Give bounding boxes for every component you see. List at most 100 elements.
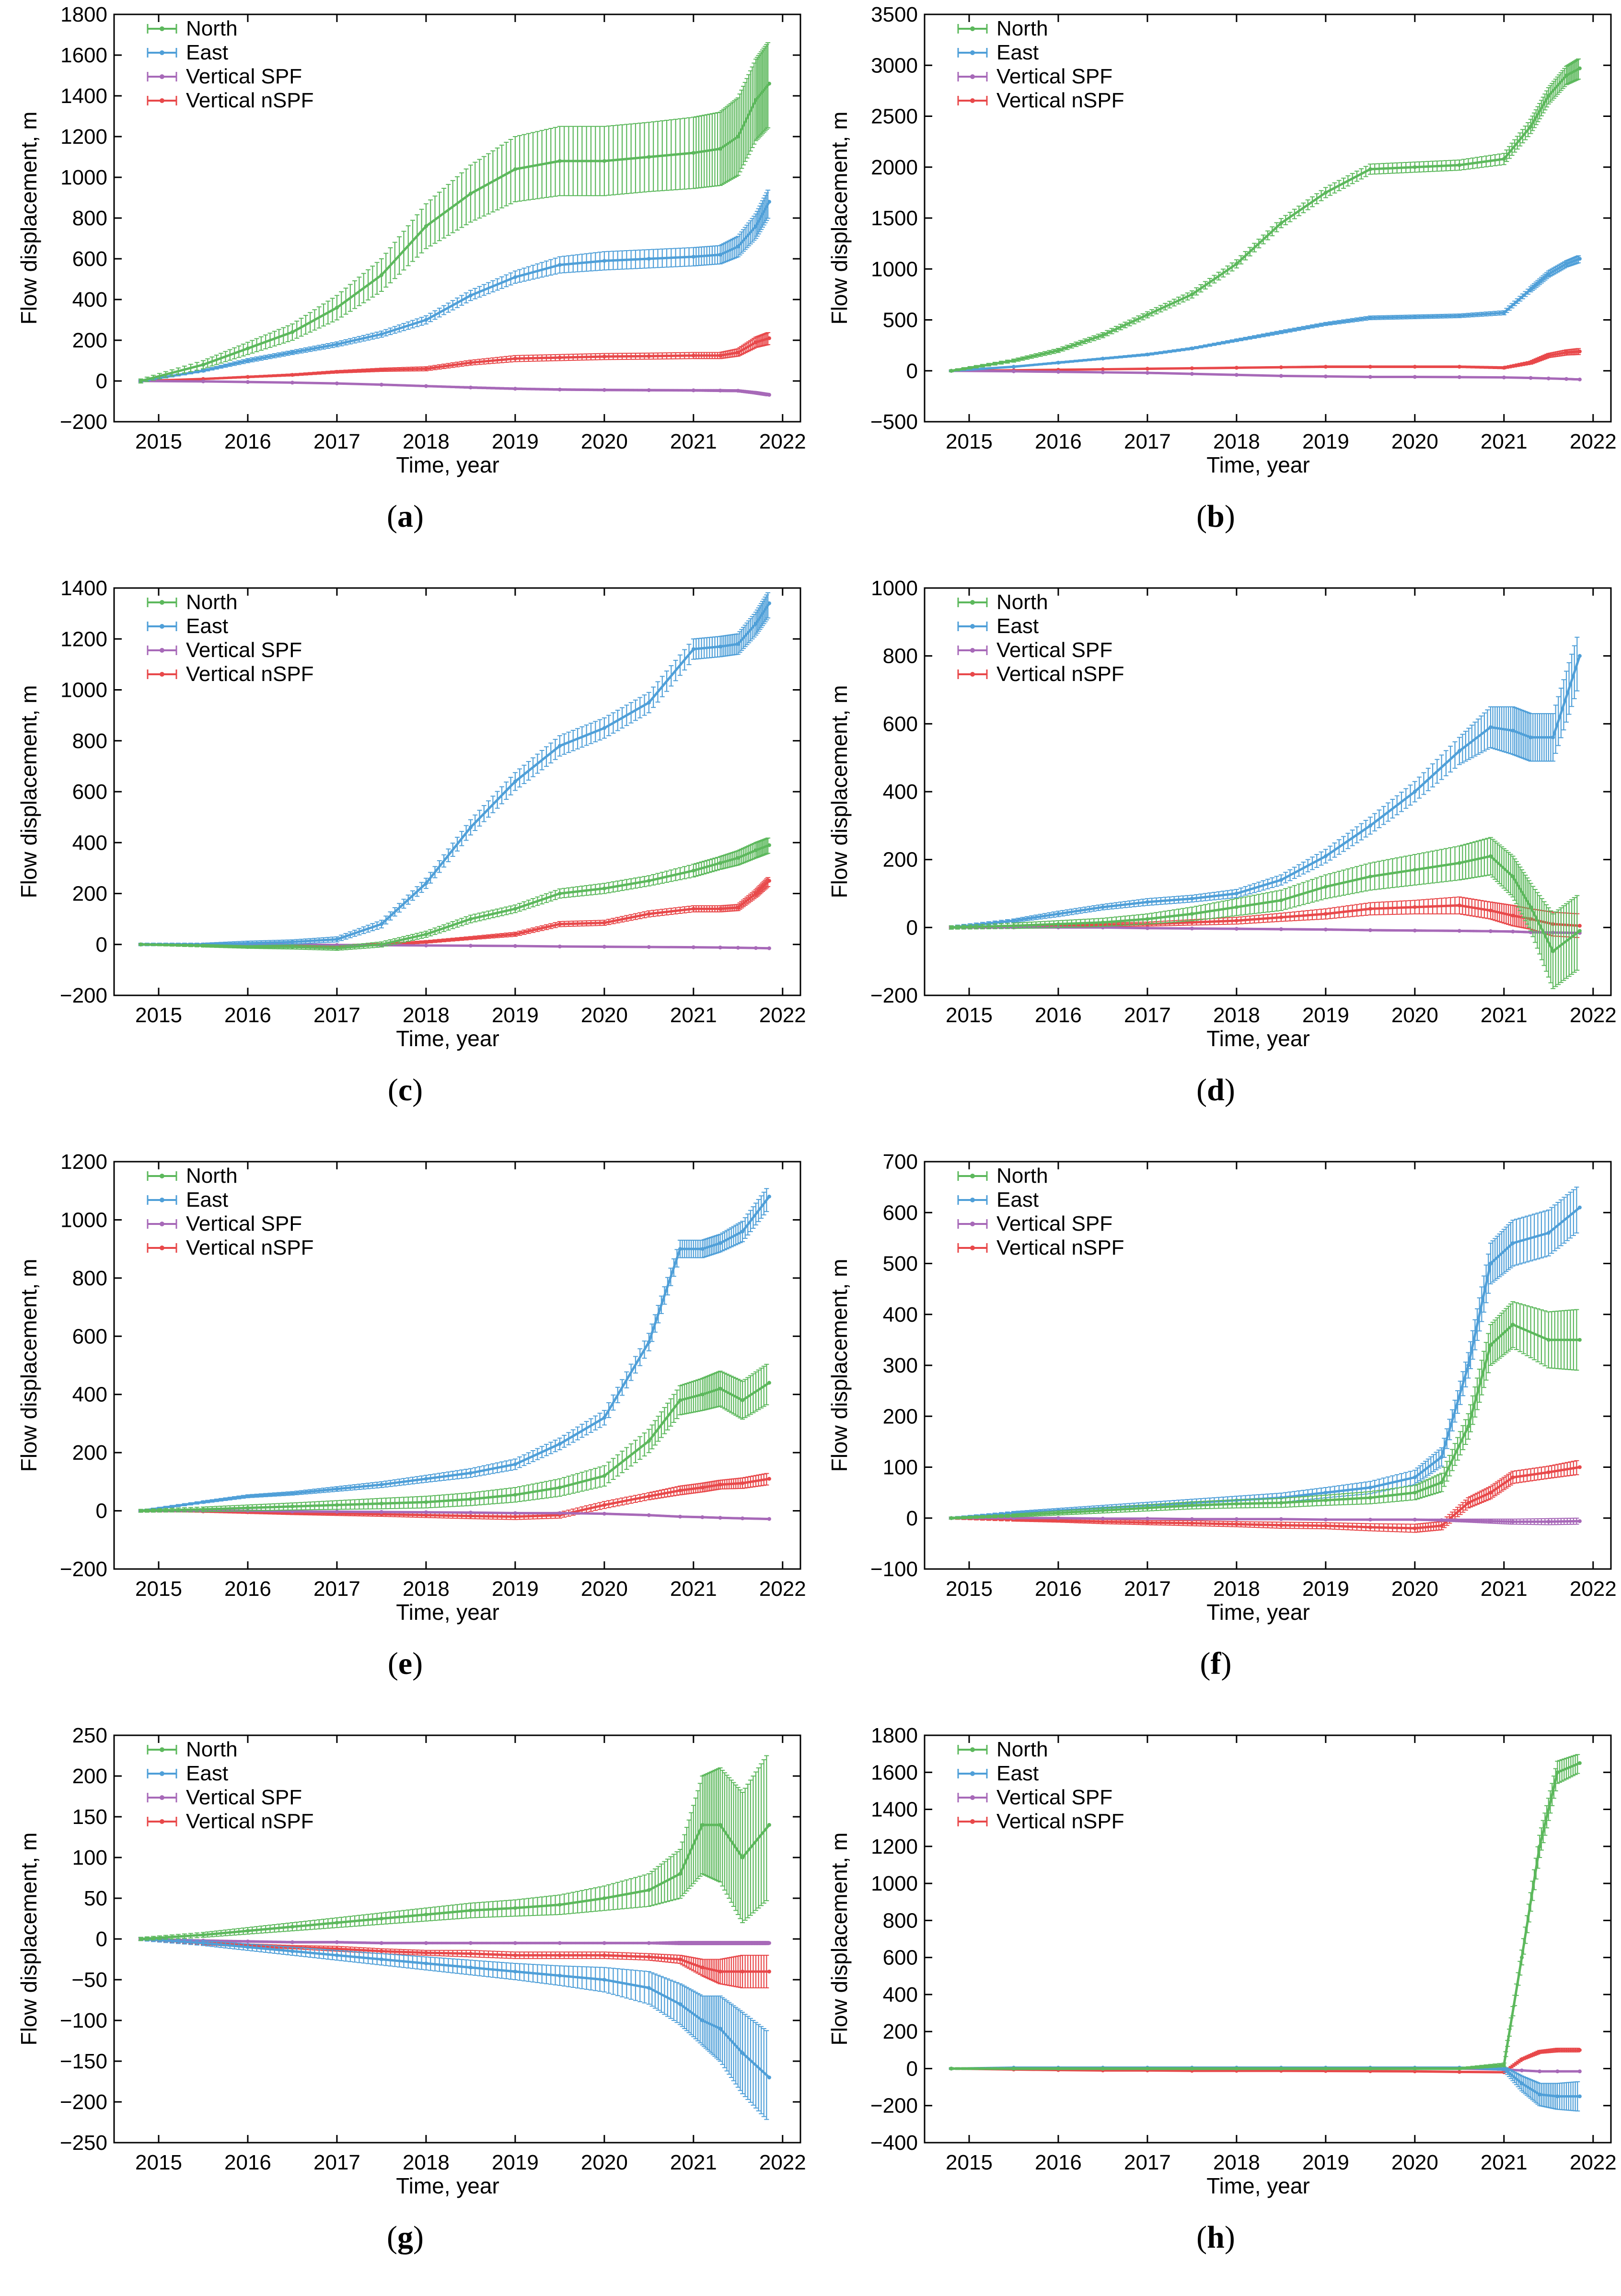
data-point [1577,349,1582,354]
chart-b: −500 0 500 1000 1500 2000 2500 3000 3500 2015 2016… [827,3,1617,477]
y-tick-label: 400 [72,288,107,312]
data-point [602,355,606,358]
data-point [647,912,651,916]
data-point [691,254,695,259]
data-point [647,155,651,159]
data-point [718,353,722,358]
data-point [557,387,562,392]
data-point [1577,66,1582,70]
y-axis-title: Flow displacement, m [16,685,41,899]
legend-marker [970,98,975,103]
x-tick-label: 2020 [581,1004,628,1027]
data-point [335,381,339,386]
data-point [290,373,294,377]
data-point [949,369,953,373]
data-point [1413,375,1417,379]
data-point [1145,371,1149,375]
x-tick-label: 2016 [1035,430,1082,453]
data-point [1564,262,1569,266]
data-point [1234,262,1239,266]
data-point [245,346,250,350]
data-point [691,907,695,911]
data-point [1056,369,1060,374]
series-vertical-nspf [949,348,1582,373]
y-tick-label: 1200 [60,627,107,651]
x-tick-label: 2022 [759,430,806,453]
data-point [1234,338,1239,342]
data-point [1368,167,1372,171]
x-tick-label: 2021 [670,1004,717,1027]
data-point [718,147,722,151]
data-point [647,388,651,392]
data-point [1368,316,1372,320]
legend-label-vertical-nspf: Vertical nSPF [996,89,1124,112]
data-point [1528,376,1533,380]
y-tick-label: 0 [96,933,107,957]
data-point [1011,369,1016,373]
data-point [1413,165,1417,169]
data-point [1368,365,1372,369]
data-point [1577,377,1582,381]
data-point [1190,372,1194,376]
x-tick-label: 2018 [1213,430,1260,453]
data-point [468,192,473,196]
data-point [1368,375,1372,379]
x-tick-label: 2022 [1570,430,1617,453]
data-point [718,253,722,257]
data-point [1528,124,1533,128]
data-point [1190,292,1194,297]
data-point [513,275,517,279]
data-point [201,379,205,383]
y-tick-label: 1200 [60,125,107,149]
legend-label-north: North [186,17,238,40]
data-point [754,98,758,102]
data-point [647,354,651,358]
y-tick-label: −200 [60,984,107,1007]
series-north [138,42,771,384]
data-point [754,391,758,395]
data-point [335,306,339,310]
data-point [767,200,771,204]
data-point [379,273,383,277]
data-point [245,375,250,379]
data-point [290,350,294,355]
data-point [1546,272,1551,276]
data-point [1457,365,1461,369]
y-tick-label: 500 [883,309,918,332]
data-point [1528,287,1533,291]
series-vertical-spf [138,379,771,397]
data-point [1234,366,1239,370]
data-point [1145,352,1149,357]
data-point [513,167,517,171]
data-point [754,891,758,896]
data-point [1100,370,1105,374]
data-point [1502,311,1506,315]
legend-label-east: East [996,41,1039,64]
x-tick-label: 2018 [403,1004,450,1027]
series-east [138,189,771,383]
data-point [468,360,473,365]
panel-caption-a: (a) [387,499,424,534]
data-point [736,905,740,910]
data-point [557,263,562,267]
data-point [424,940,428,944]
data-point [379,382,383,387]
data-point [1528,360,1533,365]
series-line [140,380,770,396]
x-tick-label: 2015 [946,430,993,453]
data-point [1100,357,1105,361]
y-tick-label: 600 [72,247,107,271]
data-point [557,922,562,926]
legend-marker [160,26,164,31]
data-point [736,350,740,355]
data-point [1564,73,1569,78]
data-point [335,342,339,346]
y-tick-label: 1000 [60,166,107,189]
data-point [754,224,758,228]
data-point [1145,312,1149,317]
series-line [140,337,770,382]
data-point [557,356,562,360]
data-point [767,392,771,397]
data-point [1546,353,1551,358]
data-point [1564,350,1569,355]
